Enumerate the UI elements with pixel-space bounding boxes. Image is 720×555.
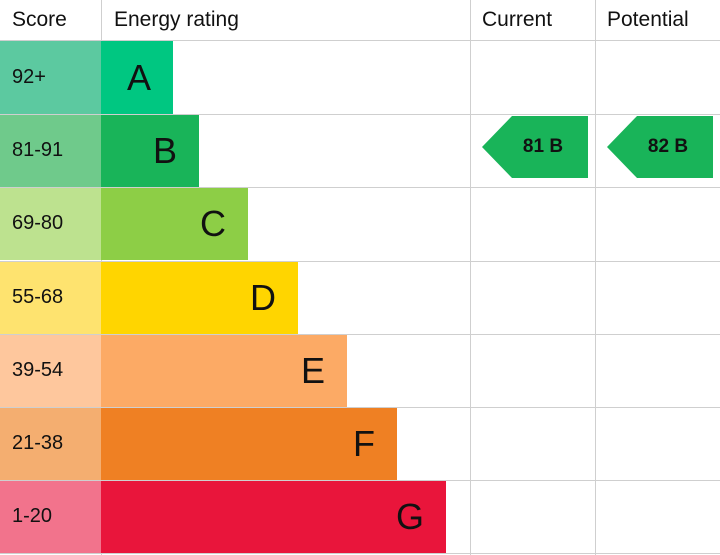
score-cell: 92+ xyxy=(0,41,101,114)
row-line xyxy=(0,407,720,408)
score-cell: 1-20 xyxy=(0,480,101,554)
header-potential: Potential xyxy=(607,8,689,31)
potential-label: 82 B xyxy=(648,136,688,157)
rating-bar: D xyxy=(101,260,298,334)
score-cell: 69-80 xyxy=(0,187,101,261)
potential-arrow: 82 B xyxy=(607,116,713,178)
header-rating: Energy rating xyxy=(114,8,239,31)
row-line xyxy=(0,260,720,262)
row-line xyxy=(0,553,720,555)
row-line xyxy=(0,480,720,482)
header-score: Score xyxy=(12,8,67,31)
header-current: Current xyxy=(482,8,553,31)
rating-bar: C xyxy=(101,187,248,261)
current-label: 81 B xyxy=(523,136,563,157)
score-cell: 81-91 xyxy=(0,114,101,188)
row-line xyxy=(0,333,720,335)
column-line xyxy=(595,0,596,555)
score-cell: 39-54 xyxy=(0,333,101,407)
rating-bar: E xyxy=(101,333,347,407)
column-line xyxy=(470,0,471,555)
row-line xyxy=(0,114,720,116)
rating-bar: F xyxy=(101,407,397,480)
current-arrow: 81 B xyxy=(482,116,588,178)
score-cell: 21-38 xyxy=(0,407,101,480)
rating-bar: A xyxy=(101,41,173,114)
rating-bar: G xyxy=(101,480,446,554)
header-line xyxy=(0,40,720,41)
row-line xyxy=(0,187,720,189)
score-cell: 55-68 xyxy=(0,260,101,334)
rating-bar: B xyxy=(101,114,199,188)
